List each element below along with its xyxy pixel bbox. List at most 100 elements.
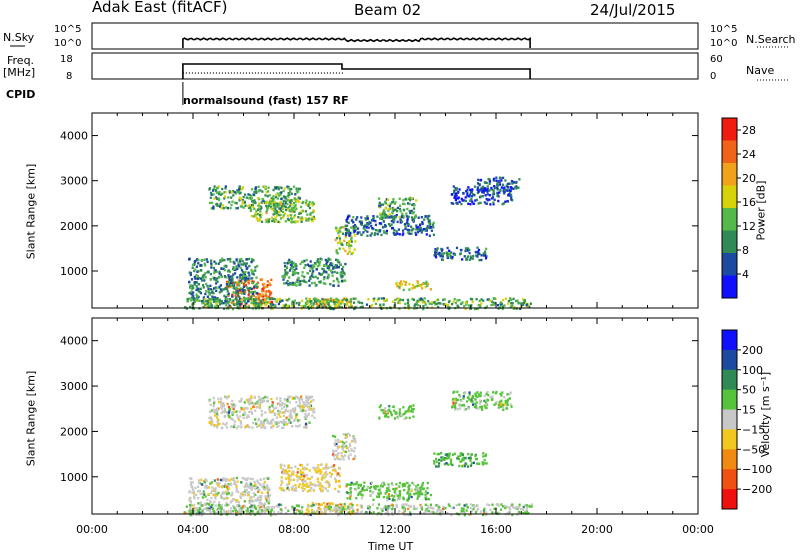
power-cell <box>487 177 490 181</box>
velocity-cell <box>235 513 238 516</box>
velocity-cell <box>411 407 414 411</box>
power-cell <box>300 279 303 283</box>
nsky-trace <box>182 36 531 49</box>
velocity-cell <box>475 404 478 407</box>
power-cell <box>221 259 224 262</box>
power-cell <box>485 181 488 185</box>
power-cell <box>491 196 495 199</box>
power-cell <box>238 191 241 194</box>
velocity-cell <box>339 505 342 508</box>
power-cell <box>224 191 227 194</box>
velocity-cell <box>341 506 345 509</box>
velocity-cell <box>286 410 289 413</box>
power-cell <box>388 204 391 208</box>
velocity-cell <box>470 462 473 465</box>
velocity-cell <box>280 510 283 513</box>
power-region <box>476 176 521 192</box>
power-cell <box>358 301 361 304</box>
velocity-cell <box>339 458 342 461</box>
velocity-cell <box>216 478 219 481</box>
velocity-cell <box>255 485 258 488</box>
velocity-cell <box>231 413 234 416</box>
power-cell <box>442 298 445 302</box>
power-cell <box>254 187 257 191</box>
velocity-cell <box>263 477 266 480</box>
velocity-cell <box>327 505 330 508</box>
power-cell <box>354 228 357 231</box>
velocity-cell <box>395 483 398 486</box>
velocity-cell <box>208 416 211 420</box>
velocity-cell <box>294 483 297 487</box>
power-cell <box>255 303 258 306</box>
power-cell <box>254 201 257 205</box>
velocity-cell <box>308 505 311 508</box>
velocity-cell <box>391 483 394 486</box>
power-cell <box>293 214 296 217</box>
velocity-cell <box>522 511 525 515</box>
velocity-cell <box>216 420 219 424</box>
power-cell <box>228 282 231 285</box>
velocity-cell <box>274 421 277 424</box>
power-cell <box>225 283 228 286</box>
velocity-cell <box>257 504 261 507</box>
velocity-cell <box>516 507 519 510</box>
power-cell <box>308 264 311 267</box>
velocity-cell <box>227 492 230 495</box>
velocity-cell <box>230 411 233 414</box>
power-cell <box>350 240 353 243</box>
power-cell <box>339 226 342 230</box>
power-cell <box>350 234 353 237</box>
power-cell <box>454 301 457 305</box>
power-cell <box>238 265 241 268</box>
power-cell <box>272 188 275 192</box>
power-cell <box>399 298 402 301</box>
power-cell <box>202 277 205 280</box>
velocity-cell <box>219 510 223 513</box>
velocity-cell <box>260 399 263 403</box>
power-cell <box>455 194 458 197</box>
velocity-cell <box>301 506 304 509</box>
power-cell <box>464 307 467 311</box>
power-cell <box>284 220 287 223</box>
velocity-cell <box>482 455 485 458</box>
power-cell <box>212 276 215 279</box>
power-cell <box>379 203 382 206</box>
power-cell <box>279 207 282 210</box>
velocity-cell <box>500 399 503 402</box>
power-cell <box>236 190 239 193</box>
power-cell <box>259 299 262 302</box>
velocity-cell <box>343 502 346 506</box>
velocity-cell <box>382 411 385 415</box>
power-cell <box>309 300 312 303</box>
velocity-panel <box>183 390 534 517</box>
velocity-cell <box>198 506 201 510</box>
velocity-ytick-label: 1000 <box>60 471 88 484</box>
power-cell <box>291 302 294 306</box>
power-cell <box>456 304 459 307</box>
velocity-colorbar-swatch <box>722 369 737 390</box>
power-colorbar-tick-label: 28 <box>742 124 756 137</box>
velocity-cell <box>457 457 460 461</box>
velocity-cell <box>360 506 363 509</box>
velocity-cell <box>483 394 486 398</box>
power-cell <box>382 229 385 233</box>
power-cell <box>240 300 243 303</box>
power-cell <box>244 264 247 268</box>
power-cell <box>262 301 265 305</box>
power-cell <box>413 207 416 210</box>
power-cell <box>339 273 342 276</box>
velocity-cell <box>251 426 254 429</box>
velocity-cell <box>326 502 329 506</box>
velocity-cell <box>301 398 304 401</box>
power-cell <box>215 286 218 289</box>
power-cell <box>237 305 240 309</box>
velocity-cell <box>336 453 339 456</box>
power-cell <box>219 258 222 262</box>
power-cell <box>389 224 392 228</box>
velocity-cell <box>332 450 335 454</box>
power-cell <box>247 289 250 292</box>
velocity-cell <box>350 449 353 452</box>
power-cell <box>265 220 268 223</box>
velocity-cell <box>436 453 439 456</box>
velocity-cell <box>468 393 471 396</box>
